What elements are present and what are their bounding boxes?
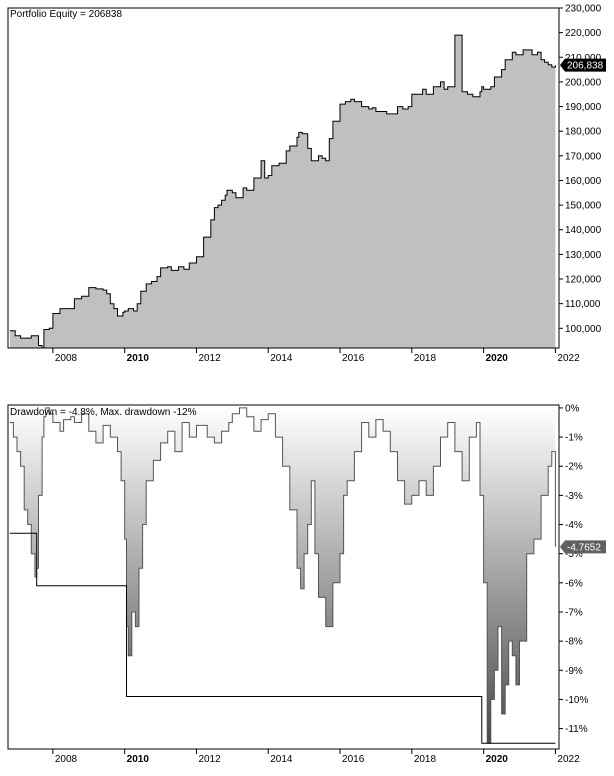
x-tick-label: 2010 xyxy=(127,754,150,765)
y-tick-label: -1% xyxy=(565,433,583,444)
x-tick-label: 2008 xyxy=(55,754,78,765)
drawdown-last-value-text: -4.7652 xyxy=(567,542,601,553)
y-tick-label: 0% xyxy=(565,403,580,414)
x-tick-label: 2012 xyxy=(198,754,221,765)
equity-plot-border xyxy=(7,7,560,349)
x-tick-label: 2020 xyxy=(486,754,509,765)
equity-y-axis: 100,000 110,000 120,000 130,000 140,000 150,0… xyxy=(559,4,602,335)
y-tick-label: -5% xyxy=(565,549,583,560)
drawdown-chart: 0% -1% -2% -3% -4% -5% -6% -7% -8% -9% -10% -11% 20… xyxy=(7,403,606,765)
x-tick-label: 2010 xyxy=(127,353,150,364)
y-tick-label: 130,000 xyxy=(565,250,602,261)
y-tick-label: 200,000 xyxy=(565,77,602,88)
y-tick-label: -8% xyxy=(565,637,583,648)
y-tick-label: 210,000 xyxy=(565,53,602,64)
y-tick-label: -6% xyxy=(565,578,583,589)
y-tick-label: 230,000 xyxy=(565,4,602,15)
y-tick-label: 120,000 xyxy=(565,275,602,286)
equity-x-axis: 2008 2010 2012 2014 2016 2018 2020 2022 xyxy=(52,348,580,364)
y-tick-label: -9% xyxy=(565,666,583,677)
y-tick-label: 140,000 xyxy=(565,225,602,236)
drawdown-last-value-background xyxy=(560,540,606,554)
equity-chart: 100,000 110,000 120,000 130,000 140,000 150,0… xyxy=(7,4,606,364)
drawdown-y-axis: 0% -1% -2% -3% -4% -5% -6% -7% -8% -9% -10% -11% xyxy=(559,403,588,735)
y-tick-label: 160,000 xyxy=(565,176,602,187)
x-tick-label: 2014 xyxy=(270,754,293,765)
x-tick-label: 2018 xyxy=(414,754,437,765)
equity-line xyxy=(9,34,556,349)
y-tick-label: -4% xyxy=(565,520,583,531)
drawdown-plot-border xyxy=(7,404,560,750)
equity-last-value-label: 206,838 xyxy=(560,58,606,72)
y-tick-label: 170,000 xyxy=(565,151,602,162)
y-tick-label: 100,000 xyxy=(565,324,602,335)
y-tick-label: -10% xyxy=(565,695,588,706)
x-tick-label: 2012 xyxy=(198,353,221,364)
x-tick-label: 2016 xyxy=(342,353,365,364)
y-tick-label: -3% xyxy=(565,491,583,502)
drawdown-chart-panel: 0% -1% -2% -3% -4% -5% -6% -7% -8% -9% -10% -11% 20… xyxy=(0,400,614,776)
x-tick-label: 2020 xyxy=(486,353,509,364)
drawdown-area-fill xyxy=(9,407,556,744)
drawdown-x-axis: 2008 2010 2012 2014 2016 2018 2020 2022 xyxy=(52,749,580,765)
equity-chart-panel: 100,000 110,000 120,000 130,000 140,000 150,0… xyxy=(0,0,614,372)
x-tick-label: 2014 xyxy=(270,353,293,364)
equity-last-value-text: 206,838 xyxy=(567,61,604,72)
drawdown-line xyxy=(9,407,556,744)
y-tick-label: 150,000 xyxy=(565,201,602,212)
y-tick-label: 190,000 xyxy=(565,102,602,113)
panel-separator xyxy=(0,372,614,400)
drawdown-last-value-label: -4.7652 xyxy=(560,540,606,554)
x-tick-label: 2016 xyxy=(342,754,365,765)
max-drawdown-line xyxy=(9,532,556,744)
drawdown-chart-title: Drawdown = -4.8%, Max. drawdown -12% xyxy=(10,407,197,418)
y-tick-label: -2% xyxy=(565,462,583,473)
x-tick-label: 2008 xyxy=(55,353,78,364)
y-tick-label: 220,000 xyxy=(565,28,602,39)
x-tick-label: 2022 xyxy=(557,353,580,364)
x-tick-label: 2018 xyxy=(414,353,437,364)
equity-area-fill xyxy=(9,35,556,348)
y-tick-label: -11% xyxy=(565,724,588,735)
y-tick-label: 110,000 xyxy=(565,299,601,310)
y-tick-label: 180,000 xyxy=(565,127,602,138)
x-tick-label: 2022 xyxy=(557,754,580,765)
y-tick-label: -7% xyxy=(565,607,583,618)
equity-last-value-background xyxy=(560,58,606,72)
equity-chart-title: Portfolio Equity = 206838 xyxy=(10,9,122,20)
